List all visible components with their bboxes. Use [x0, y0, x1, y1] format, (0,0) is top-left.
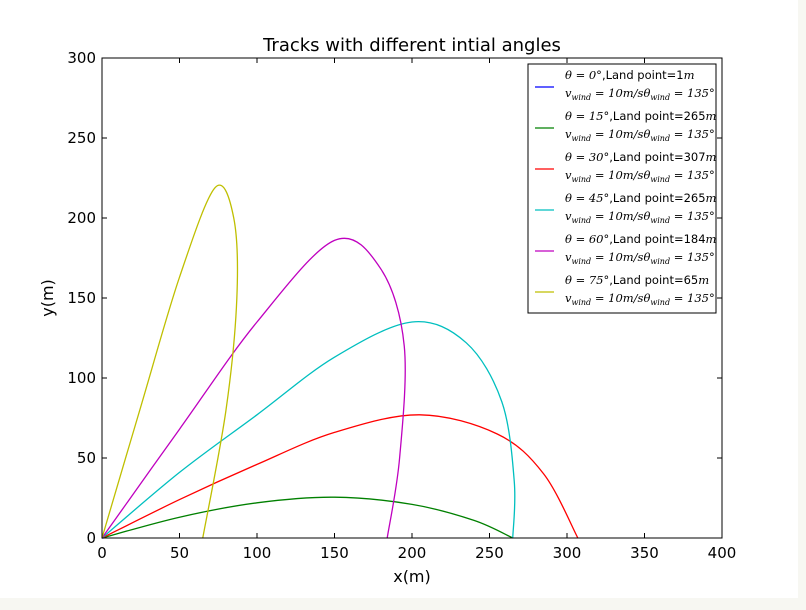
- legend-label-line1-1: θ = 15°,Land point=265m: [565, 109, 717, 123]
- series-line-1: [101, 496, 514, 539]
- series-layer: [101, 184, 579, 539]
- legend-label-line2-3: vwind = 10m/sθwind = 135°: [565, 209, 715, 225]
- y-axis-label: y(m): [38, 279, 57, 317]
- x-tick-label-5: 250: [475, 544, 504, 562]
- y-tick-label-3: 150: [67, 289, 96, 307]
- legend-label-line2-2: vwind = 10m/sθwind = 135°: [565, 168, 715, 184]
- y-tick-label-2: 100: [67, 369, 96, 387]
- x-tick-label-8: 400: [708, 544, 737, 562]
- legend-entry-1: θ = 15°,Land point=265m vwind = 10m/sθwin…: [535, 109, 717, 143]
- legend-label-line1-4: θ = 60°,Land point=184m: [565, 232, 717, 246]
- legend-entry-5: θ = 75°,Land point=65m vwind = 10m/sθwind…: [535, 273, 715, 307]
- series-line-5: [101, 184, 239, 539]
- x-tick-label-2: 100: [243, 544, 272, 562]
- y-tick-label-6: 300: [67, 49, 96, 67]
- legend-label-line2-0: vwind = 10m/sθwind = 135°: [565, 86, 715, 102]
- y-tick-label-0: 0: [86, 529, 96, 547]
- x-tick-label-1: 50: [170, 544, 189, 562]
- legend-label-line2-4: vwind = 10m/sθwind = 135°: [565, 250, 715, 266]
- ticks-layer: 0 50 100 150 200 250 300 350 400 0 50 100 150 200 250 3…: [67, 49, 736, 562]
- legend-entry-0: θ = 0°,Land point=1m vwind = 10m/sθwind =…: [535, 68, 715, 102]
- x-tick-label-4: 200: [398, 544, 427, 562]
- series-line-4: [101, 237, 406, 539]
- legend-label-line1-3: θ = 45°,Land point=265m: [565, 191, 717, 205]
- x-tick-label-7: 350: [630, 544, 659, 562]
- y-tick-label-4: 200: [67, 209, 96, 227]
- x-tick-label-6: 300: [553, 544, 582, 562]
- chart-title: Tracks with different intial angles: [262, 35, 561, 56]
- y-tick-label-5: 250: [67, 129, 96, 147]
- legend-box: [527, 63, 717, 314]
- legend-label-line1-2: θ = 30°,Land point=307m: [565, 150, 717, 164]
- legend-label-line1-0: θ = 0°,Land point=1m: [565, 68, 695, 82]
- y-tick-label-1: 50: [77, 449, 96, 467]
- x-tick-label-0: 0: [97, 544, 107, 562]
- series-line-3: [101, 321, 516, 539]
- legend-label-line1-5: θ = 75°,Land point=65m: [565, 273, 709, 287]
- legend: θ = 0°,Land point=1m vwind = 10m/sθwind =…: [527, 63, 717, 314]
- legend-entry-3: θ = 45°,Land point=265m vwind = 10m/sθwin…: [535, 191, 717, 225]
- legend-label-line2-1: vwind = 10m/sθwind = 135°: [565, 127, 715, 143]
- trajectory-chart: Tracks with different intial angles 0 50 1…: [38, 35, 736, 586]
- legend-entry-4: θ = 60°,Land point=184m vwind = 10m/sθwin…: [535, 232, 717, 266]
- series-line-2: [101, 414, 579, 539]
- legend-entry-2: θ = 30°,Land point=307m vwind = 10m/sθwin…: [535, 150, 717, 184]
- chart-figure: Tracks with different intial angles 0 50 1…: [0, 0, 798, 598]
- x-tick-label-3: 150: [320, 544, 349, 562]
- x-axis-label: x(m): [393, 567, 431, 586]
- legend-label-line2-5: vwind = 10m/sθwind = 135°: [565, 291, 715, 307]
